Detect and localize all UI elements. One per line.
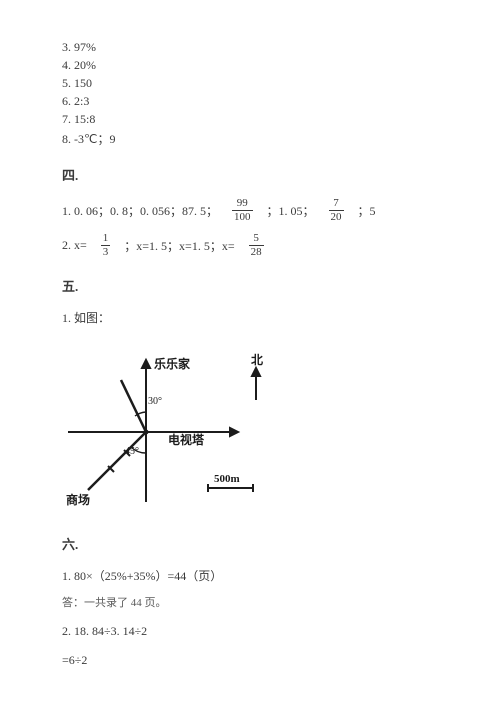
frac-num: 1 bbox=[101, 233, 111, 245]
frac-den: 20 bbox=[329, 210, 344, 223]
item-5: 5. 150 bbox=[62, 76, 450, 91]
section-4-heading: 四. bbox=[62, 165, 450, 184]
s4-l2-pre: 2. x= bbox=[62, 238, 87, 253]
fraction-5-28: 5 28 bbox=[249, 233, 264, 258]
fraction-1-3: 1 3 bbox=[101, 233, 111, 258]
section-6-heading: 六. bbox=[62, 534, 450, 553]
s4-l2-mid: ；x=1. 5；x=1. 5；x= bbox=[124, 237, 234, 254]
s4-l1-pre: 1. 0. 06；0. 8；0. 056；87. 5； bbox=[62, 202, 218, 219]
angle-45: 45° bbox=[125, 446, 139, 457]
s6-line-1: 1. 80×（25%+35%）=44（页） bbox=[62, 567, 450, 584]
frac-den: 100 bbox=[232, 210, 253, 223]
section-5-heading: 五. bbox=[62, 276, 450, 295]
s4-line-2: 2. x= 1 3 ；x=1. 5；x=1. 5；x= 5 28 bbox=[62, 233, 450, 258]
item-8: 8. -3℃；9 bbox=[62, 130, 450, 147]
fraction-7-20: 7 20 bbox=[329, 198, 344, 223]
s4-line-1: 1. 0. 06；0. 8；0. 056；87. 5； 99 100 ；1. 0… bbox=[62, 198, 450, 223]
s4-l1-mid: ；1. 05； bbox=[267, 202, 315, 219]
label-top: 乐乐家 bbox=[154, 356, 191, 371]
frac-num: 7 bbox=[331, 198, 341, 210]
frac-num: 99 bbox=[235, 198, 250, 210]
frac-den: 3 bbox=[101, 245, 111, 258]
item-7: 7. 15:8 bbox=[62, 112, 450, 127]
s4-l1-post: ；5 bbox=[358, 202, 376, 219]
item-6: 6. 2:3 bbox=[62, 94, 450, 109]
fraction-99-100: 99 100 bbox=[232, 198, 253, 223]
s6-line-2: 2. 18. 84÷3. 14÷2 bbox=[62, 624, 450, 639]
direction-diagram: 乐乐家 北 30° 45° 电视塔 商场 500m bbox=[58, 332, 450, 516]
item-4: 4. 20% bbox=[62, 58, 450, 73]
scale-text: 500m bbox=[214, 473, 240, 485]
s6-line-3: =6÷2 bbox=[62, 653, 450, 668]
label-right: 电视塔 bbox=[168, 432, 205, 447]
s6-answer: 答：一共录了 44 页。 bbox=[62, 594, 450, 610]
label-bl: 商场 bbox=[66, 492, 90, 507]
angle-30: 30° bbox=[148, 396, 162, 407]
label-north: 北 bbox=[251, 352, 263, 367]
frac-den: 28 bbox=[249, 245, 264, 258]
frac-num: 5 bbox=[251, 233, 261, 245]
item-3: 3. 97% bbox=[62, 40, 450, 55]
s5-line-1: 1. 如图： bbox=[62, 309, 450, 326]
